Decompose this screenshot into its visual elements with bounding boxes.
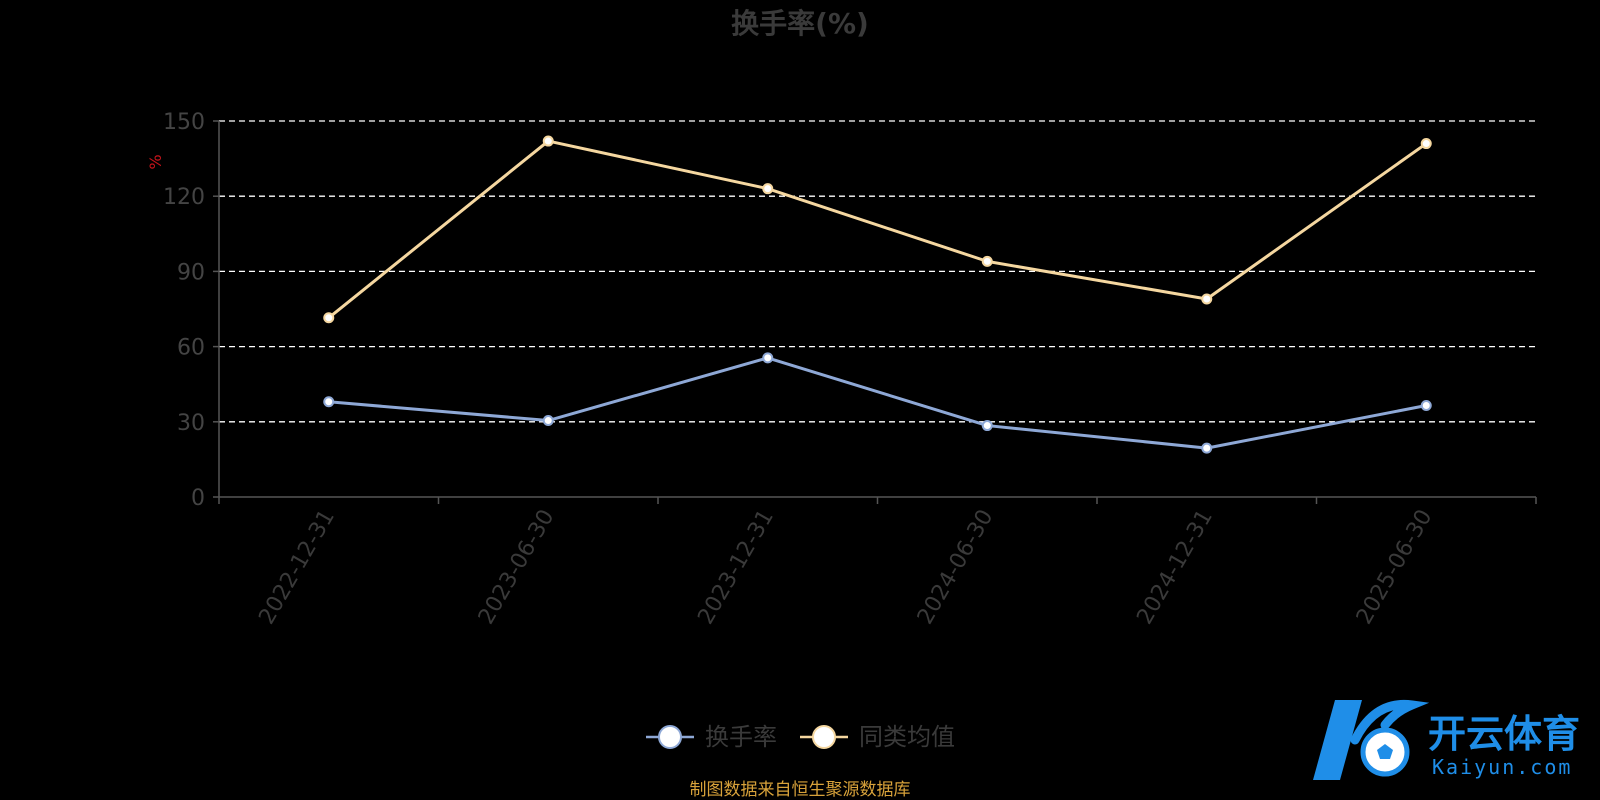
data-point[interactable] (542, 135, 554, 147)
y-tick-label: 150 (163, 110, 205, 135)
chart-title: 换手率(%) (731, 7, 869, 40)
data-point[interactable] (1420, 400, 1432, 412)
data-point[interactable] (762, 352, 774, 364)
watermark-cn-text: 开云体育 (1428, 712, 1580, 756)
data-point[interactable] (323, 396, 335, 408)
y-tick-labels: 0 30 60 90 120 150 (163, 110, 205, 511)
y-axis-unit: % (146, 154, 165, 169)
source-note: 制图数据来自恒生聚源数据库 (690, 780, 911, 800)
x-tick-label: 2024-06-30 (913, 506, 999, 629)
data-point[interactable] (981, 420, 993, 432)
logo-swoosh (1350, 699, 1430, 745)
y-tick-label: 30 (177, 411, 205, 436)
series (323, 135, 1432, 454)
grid-lines (219, 120, 1536, 423)
watermark-logo: 开云体育 Kaiyun.com (1313, 699, 1580, 780)
watermark-en-text: Kaiyun.com (1432, 755, 1572, 779)
series-1 (323, 352, 1432, 454)
data-point[interactable] (1201, 442, 1213, 454)
legend-item-series-2[interactable]: 同类均值 (800, 723, 955, 751)
legend-label-series-1: 换手率 (705, 723, 777, 751)
series-line (327, 139, 1428, 319)
x-tick-label: 2023-06-30 (474, 506, 560, 629)
x-tick-label: 2024-12-31 (1132, 506, 1218, 629)
data-point[interactable] (323, 312, 335, 324)
series-2 (323, 135, 1432, 324)
data-point[interactable] (981, 255, 993, 267)
legend-label-series-2: 同类均值 (859, 723, 955, 751)
logo-k-shape (1313, 700, 1362, 780)
legend: 换手率 同类均值 (646, 723, 955, 751)
x-tick-label: 2022-12-31 (254, 506, 340, 629)
y-tick-label: 90 (177, 260, 205, 285)
y-tick-label: 0 (191, 486, 205, 511)
axes (213, 120, 1537, 504)
data-point[interactable] (1201, 293, 1213, 305)
series-line (328, 356, 1427, 450)
x-tick-labels: 2022-12-31 2023-06-30 2023-12-31 2024-06-30… (254, 506, 1437, 629)
data-point[interactable] (762, 183, 774, 195)
legend-item-series-1[interactable]: 换手率 (646, 723, 777, 751)
x-tick-label: 2025-06-30 (1352, 506, 1438, 629)
y-tick-label: 60 (177, 336, 205, 361)
y-tick-label: 120 (163, 185, 205, 210)
x-tick-label: 2023-12-31 (693, 506, 779, 629)
data-point[interactable] (542, 415, 554, 427)
data-point[interactable] (1420, 138, 1432, 150)
